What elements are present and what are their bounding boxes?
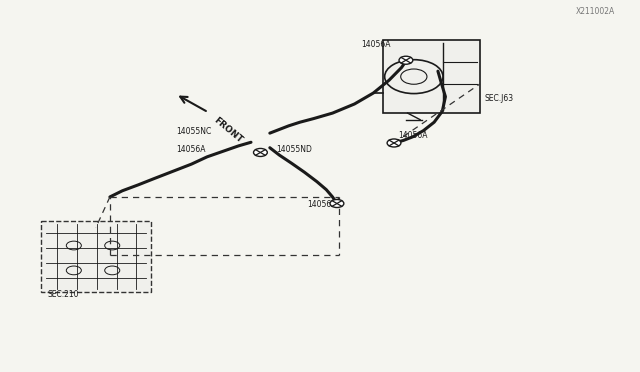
- Text: 14056A: 14056A: [398, 131, 428, 140]
- Text: SEC.J63: SEC.J63: [484, 94, 513, 103]
- Circle shape: [399, 56, 413, 64]
- Bar: [41, 221, 150, 292]
- Text: 14056A: 14056A: [176, 145, 205, 154]
- Circle shape: [330, 199, 344, 208]
- Text: 14055ND: 14055ND: [276, 145, 312, 154]
- Text: 14055NC: 14055NC: [176, 126, 211, 135]
- Circle shape: [253, 148, 268, 157]
- Text: 14056A: 14056A: [307, 200, 337, 209]
- Text: 14056A: 14056A: [361, 40, 390, 49]
- Text: FRONT: FRONT: [211, 116, 244, 145]
- Circle shape: [387, 139, 401, 147]
- Bar: [383, 40, 480, 113]
- Text: X211002A: X211002A: [575, 7, 615, 16]
- Text: SEC.210: SEC.210: [47, 290, 79, 299]
